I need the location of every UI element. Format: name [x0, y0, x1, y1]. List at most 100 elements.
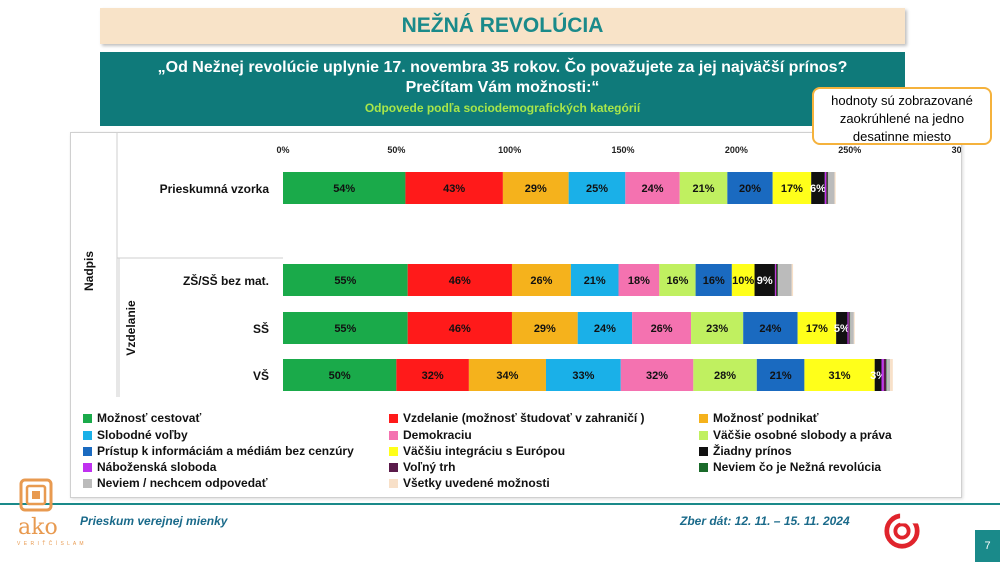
bar-segment	[396, 359, 469, 391]
legend-swatch	[83, 431, 92, 440]
data-label: 29%	[525, 183, 547, 195]
bar-segment	[811, 172, 825, 204]
x-tick-label: 100%	[498, 145, 521, 155]
data-label: 21%	[770, 370, 792, 382]
data-label: 20%	[739, 183, 761, 195]
legend-label: Vzdelanie (možnosť študovať v zahraničí …	[403, 411, 645, 425]
legend-label: Neviem čo je Nežná revolúcia	[713, 460, 881, 474]
data-label: 17%	[806, 323, 828, 335]
legend-label: Žiadny prínos	[713, 443, 792, 458]
data-label: 46%	[449, 275, 471, 287]
bar-segment	[468, 359, 546, 391]
data-label: 50%	[329, 370, 351, 382]
data-label: 24%	[594, 323, 616, 335]
legend-swatch	[699, 447, 708, 456]
bar-segment	[848, 312, 850, 344]
legend-swatch	[83, 447, 92, 456]
bar-segment	[727, 172, 773, 204]
data-label: 5%	[834, 323, 850, 335]
bar-segment	[874, 359, 882, 391]
bar-segment	[756, 359, 805, 391]
category-label: Prieskumná vzorka	[160, 182, 270, 196]
bar-segment	[679, 172, 728, 204]
bar-segment	[775, 264, 778, 296]
page-number: 7	[975, 530, 1000, 562]
question-text: „Od Nežnej revolúcie uplynie 17. novembr…	[157, 59, 848, 96]
footer-survey-label: Prieskum verejnej mienky	[80, 514, 228, 528]
bar-segment	[577, 312, 633, 344]
bar-segment	[283, 264, 408, 296]
title-banner: NEŽNÁ REVOLÚCIA	[100, 8, 905, 44]
legend-swatch	[83, 414, 92, 423]
x-tick-label: 0%	[276, 145, 289, 155]
legend-label: Možnosť cestovať	[97, 411, 201, 425]
bar-segment	[853, 312, 855, 344]
stacked-bar-chart: 0% 50% 100% 150% 200% 250% 300% Nadpis Vzdelanie…	[82, 133, 961, 490]
x-tick-label: 200%	[725, 145, 748, 155]
x-tick-label: 50%	[387, 145, 405, 155]
bar-segment	[881, 359, 884, 391]
bar-segment	[407, 312, 512, 344]
bar-segment	[283, 359, 397, 391]
legend-swatch	[389, 414, 398, 423]
x-tick-label: 250%	[838, 145, 861, 155]
bar-segment	[804, 359, 875, 391]
bar-segment	[618, 264, 660, 296]
logo-tagline: V E R I Ť Č Í S L A M	[17, 541, 85, 547]
legend-swatch	[389, 463, 398, 472]
footer-date-range: Zber dát: 12. 11. – 15. 11. 2024	[680, 514, 850, 528]
legend-swatch	[83, 479, 92, 488]
bar-segment	[502, 172, 569, 204]
bar-segment	[620, 359, 694, 391]
bar-segment	[691, 312, 744, 344]
legend-swatch	[83, 463, 92, 472]
x-tick-label: 150%	[612, 145, 635, 155]
bar-segment	[695, 264, 732, 296]
bar-segment	[834, 172, 836, 204]
data-label: 26%	[651, 323, 673, 335]
legend-label: Väčšiu integráciu s Európou	[403, 444, 565, 458]
bar-segment	[827, 172, 829, 204]
legend-label: Neviem / nechcem odpovedať	[97, 476, 268, 490]
legend-swatch	[699, 463, 708, 472]
bar-segment	[886, 359, 887, 391]
legend-swatch	[699, 414, 708, 423]
legend-label: Voľný trh	[403, 460, 455, 474]
data-label: 28%	[714, 370, 736, 382]
legend-label: Demokraciu	[403, 428, 472, 442]
data-label: 26%	[530, 275, 552, 287]
bar-segment	[743, 312, 798, 344]
x-tick-label: 300%	[952, 145, 961, 155]
bar-segment	[511, 312, 578, 344]
data-label: 18%	[628, 275, 650, 287]
data-label: 32%	[646, 370, 668, 382]
data-label: 17%	[781, 183, 803, 195]
ako-logo-icon	[19, 478, 53, 512]
data-label: 55%	[334, 323, 356, 335]
chart-frame: 0% 50% 100% 150% 200% 250% 300% Nadpis Vzdelanie…	[70, 132, 962, 498]
legend-label: Všetky uvedené možnosti	[403, 476, 550, 490]
bar-segment	[774, 264, 776, 296]
bar-segment	[836, 312, 848, 344]
data-label: 55%	[334, 275, 356, 287]
category-label: ZŠ/SŠ bez mat.	[183, 273, 269, 288]
category-label: SŠ	[253, 321, 269, 336]
rounding-note: hodnoty sú zobrazované zaokrúhlené na je…	[812, 87, 992, 145]
row-group-label: Vzdelanie	[124, 300, 138, 356]
data-label: 6%	[810, 183, 826, 195]
bar-segment	[886, 359, 891, 391]
legend-swatch	[389, 479, 398, 488]
bar-segment	[791, 264, 794, 296]
data-label: 24%	[642, 183, 664, 195]
data-label: 29%	[534, 323, 556, 335]
question-banner: „Od Nežnej revolúcie uplynie 17. novembr…	[100, 52, 905, 126]
legend-swatch	[389, 447, 398, 456]
bar-segment	[890, 359, 893, 391]
data-label: 34%	[496, 370, 518, 382]
bar-segment	[847, 312, 849, 344]
bar-segment	[693, 359, 757, 391]
bar-segment	[777, 264, 779, 296]
data-label: 16%	[666, 275, 688, 287]
data-label: 31%	[829, 370, 851, 382]
data-label: 9%	[757, 275, 773, 287]
